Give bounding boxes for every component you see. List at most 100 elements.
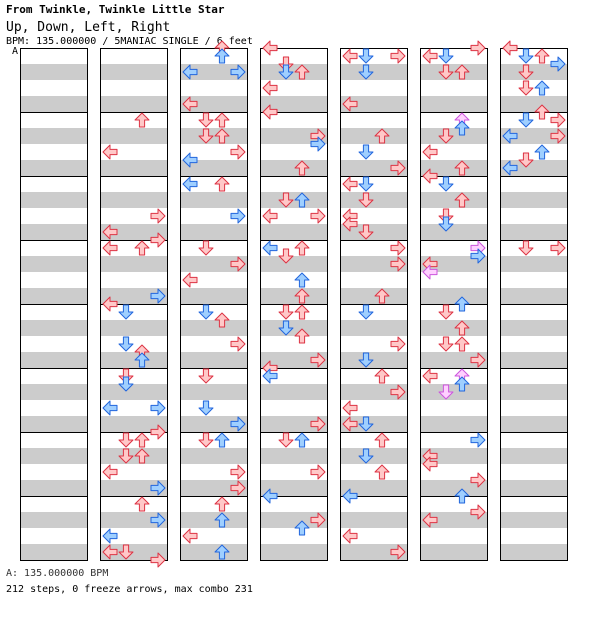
beat-band [420,48,488,64]
beat-band [180,528,248,544]
beat-band [260,416,328,432]
beat-band [100,352,168,368]
beat-band [500,224,568,240]
beat-band [260,288,328,304]
beat-band [180,96,248,112]
beat-band [420,416,488,432]
beat-band [340,464,408,480]
beat-band [340,112,408,128]
beat-band [500,496,568,512]
beat-band [500,208,568,224]
beat-band [500,256,568,272]
beat-band [420,304,488,320]
beat-band [20,512,88,528]
beat-band [340,448,408,464]
bpm-difficulty-line: BPM: 135.000000 / 5MANIAC SINGLE / 6 fee… [6,36,253,47]
measure-box [500,496,568,561]
beat-band [180,464,248,480]
beat-band [100,288,168,304]
beat-band [500,240,568,256]
beat-band [420,288,488,304]
beat-band [180,192,248,208]
beat-band [340,144,408,160]
beat-band [420,80,488,96]
beat-band [20,368,88,384]
beat-band [20,480,88,496]
beat-band [340,288,408,304]
beat-band [500,176,568,192]
beat-band [340,352,408,368]
beat-band [180,384,248,400]
beat-band [180,416,248,432]
beat-band [20,128,88,144]
beat-band [420,496,488,512]
beat-band [260,96,328,112]
beat-band [260,448,328,464]
beat-band [500,448,568,464]
beat-band [500,64,568,80]
beat-band [340,336,408,352]
chart-column [260,48,328,561]
beat-band [420,208,488,224]
beat-band [20,320,88,336]
beat-band [340,80,408,96]
beat-band [100,224,168,240]
beat-band [100,464,168,480]
beat-band [20,48,88,64]
beat-band [100,304,168,320]
beat-band [100,448,168,464]
beat-band [20,352,88,368]
beat-band [340,368,408,384]
beat-band [260,224,328,240]
beat-band [340,48,408,64]
beat-band [500,528,568,544]
beat-band [260,320,328,336]
beat-band [260,512,328,528]
beat-band [100,496,168,512]
beat-band [500,544,568,560]
beat-band [500,192,568,208]
beat-band [180,256,248,272]
beat-band [20,192,88,208]
beat-band [340,272,408,288]
beat-band [420,432,488,448]
beat-band [260,128,328,144]
chart-column [180,48,248,561]
steps-summary: 212 steps, 0 freeze arrows, max combo 23… [6,584,253,595]
chart-columns [20,48,568,561]
beat-band [340,512,408,528]
beat-band [260,496,328,512]
beat-band [100,208,168,224]
beat-band [180,544,248,560]
beat-band [340,128,408,144]
beat-band [420,512,488,528]
beat-band [260,64,328,80]
beat-band [20,400,88,416]
beat-band [100,176,168,192]
beat-band [20,256,88,272]
beat-band [260,192,328,208]
beat-band [420,240,488,256]
beat-band [180,352,248,368]
beat-band [180,128,248,144]
beat-band [420,192,488,208]
beat-band [180,496,248,512]
beat-band [180,512,248,528]
beat-band [100,144,168,160]
beat-band [180,448,248,464]
beat-band [260,144,328,160]
beat-band [180,160,248,176]
beat-band [420,544,488,560]
beat-band [20,240,88,256]
beat-band [260,48,328,64]
beat-band [340,160,408,176]
beat-band [260,240,328,256]
beat-band [100,400,168,416]
beat-band [260,464,328,480]
beat-band [420,528,488,544]
beat-band [20,384,88,400]
beat-band [340,384,408,400]
beat-band [420,256,488,272]
beat-band [420,160,488,176]
measure-box [100,496,168,561]
